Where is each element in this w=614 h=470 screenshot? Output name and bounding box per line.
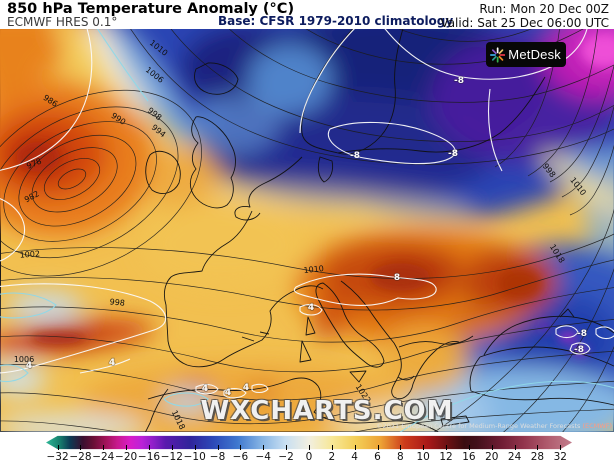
colorbar-tick-label: −28 <box>69 451 92 463</box>
copyright-text: ©2021 European Centre for Medium-Range W… <box>376 422 612 430</box>
metdesk-logo: MetDesk <box>486 42 566 67</box>
colorbar-tickmark <box>286 445 288 450</box>
colorbar-tickmark <box>126 445 128 450</box>
colorbar-tickmark <box>217 445 219 450</box>
colorbar-tick-label: 6 <box>374 451 381 463</box>
anomaly-value-label: 4 <box>225 388 231 398</box>
colorbar-tickmark <box>171 445 173 450</box>
colorbar-tick-label: 4 <box>351 451 358 463</box>
colorbar-tickmark <box>149 445 150 450</box>
colorbar-tick-label: −6 <box>232 451 249 463</box>
colorbar-tick-label: −2 <box>278 451 294 463</box>
colorbar-tick-label: −8 <box>209 451 226 463</box>
chart-title: 850 hPa Temperature Anomaly (°C) <box>7 1 295 17</box>
colorbar-tickmark <box>308 445 310 450</box>
colorbar-tickmark <box>354 445 356 450</box>
anomaly-value-label: 4 <box>243 383 249 393</box>
metdesk-pinwheel-icon <box>490 46 506 63</box>
colorbar-tickmark <box>80 445 82 450</box>
anomaly-field-cores <box>16 36 614 356</box>
watermark: WXCHARTS.COM <box>200 396 454 426</box>
norway-coast-highlight <box>299 29 355 134</box>
colorbar-tick-label: −32 <box>46 451 69 463</box>
colorbar-tick-label: 32 <box>553 451 567 463</box>
anomaly-labels: 8 -8 -8 -8 -8 -8 4 4 4 4 4 4 <box>25 75 588 398</box>
colorbar-tickmark <box>400 445 402 450</box>
colorbar-tickmark <box>446 445 448 450</box>
colorbar-tickmark <box>263 445 265 450</box>
colorbar-tick-label: 10 <box>416 451 430 463</box>
anomaly-value-label: -8 <box>448 149 458 159</box>
map-canvas: 1010 1006 986 990 998 994 978 982 1002 1010 998 100… <box>0 29 614 432</box>
anomaly-contours <box>0 29 614 399</box>
colorbar-tick-label: 24 <box>507 451 522 463</box>
anomaly-value-label: -8 <box>574 345 584 355</box>
model-label: ECMWF HRES 0.1° <box>7 15 118 29</box>
anomaly-value-label: 4 <box>202 384 208 394</box>
anomaly-value-label: 4 <box>109 358 115 368</box>
colorbar-tick-label: −16 <box>137 451 161 463</box>
colorbar-tickmark <box>377 445 379 450</box>
copyright-main: ©2021 European Centre for Medium-Range W… <box>376 422 581 430</box>
colorbar-tick-label: −12 <box>160 451 183 463</box>
colorbar-tick-label: 8 <box>397 451 404 463</box>
anomaly-value-label: 4 <box>308 303 314 313</box>
isobar-value-label: 998 <box>109 297 125 308</box>
colorbar-tickmark <box>537 445 539 450</box>
run-time-label: Run: Mon 20 Dec 00Z <box>479 2 609 16</box>
anomaly-value-label: -8 <box>454 76 464 86</box>
colorbar-tickmark <box>468 445 470 450</box>
anomaly-value-label: -8 <box>577 329 587 339</box>
anomaly-value-label: 4 <box>26 361 32 371</box>
colorbar-tick-label: 28 <box>530 451 545 463</box>
zero-contours <box>0 29 614 432</box>
colorbar-tick-label: 0 <box>305 451 313 463</box>
colorbar-tickmark <box>331 445 333 450</box>
metdesk-logo-text: MetDesk <box>508 47 561 62</box>
colorbar-tick-label: 20 <box>485 451 499 463</box>
copyright-org: (ECMWF) <box>582 422 613 430</box>
colorbar-tickmark <box>560 445 562 450</box>
coastlines <box>144 29 614 432</box>
colorbar-tickmark <box>423 445 425 450</box>
colorbar-tick-label: −4 <box>255 451 271 463</box>
colorbar-tick-label: 12 <box>439 451 453 463</box>
anomaly-value-label: 8 <box>394 273 400 283</box>
colorbar-tickmark <box>194 445 196 450</box>
colorbar-gradient <box>46 435 572 450</box>
colorbar-tick-label: −10 <box>183 451 206 463</box>
colorbar-tick-label: −24 <box>92 451 115 463</box>
colorbar-tickmark <box>103 445 105 450</box>
colorbar-tick-label: 16 <box>462 451 476 463</box>
colorbar: −32 −28 −24 −20 −16 −12 −10 −8 −6 −4 −2 0 2 4 6 8 10 12 16… <box>0 432 614 470</box>
valid-time-label: Valid: Sat 25 Dec 06:00 UTC <box>440 16 609 30</box>
colorbar-tick-label: 2 <box>328 451 336 463</box>
colorbar-tickmark <box>57 445 59 450</box>
isobar-value-label: 1006 <box>14 355 34 364</box>
anomaly-field <box>0 29 614 432</box>
isobar-value-label: 1010 <box>303 264 324 275</box>
colorbar-tickmark <box>240 445 242 450</box>
colorbar-tick-label: −20 <box>115 451 138 463</box>
isobar-value-label: 1002 <box>19 249 40 259</box>
anomaly-value-label: -8 <box>350 151 360 161</box>
climatology-base-label: Base: CFSR 1979-2010 climatology <box>218 14 454 28</box>
colorbar-tickmark <box>514 445 516 450</box>
colorbar-tickmark <box>491 445 493 450</box>
chart-header: 850 hPa Temperature Anomaly (°C) ECMWF H… <box>0 0 614 30</box>
